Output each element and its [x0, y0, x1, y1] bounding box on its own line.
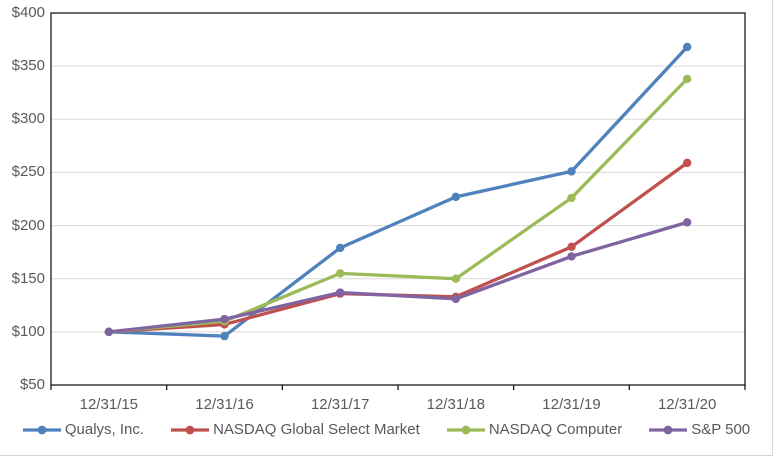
- data-point-marker: [335, 243, 345, 253]
- data-point-marker: [220, 314, 229, 324]
- series-line: [107, 45, 689, 338]
- y-axis-tick-label: $400: [11, 4, 45, 21]
- data-point-marker: [567, 167, 576, 176]
- data-point-marker: [451, 192, 461, 202]
- legend-line-marker-icon: [446, 425, 485, 434]
- legend-label: S&P 500: [691, 421, 751, 438]
- x-axis-tick-label: 12/31/20: [657, 396, 717, 413]
- y-axis-tick-label: $250: [11, 163, 45, 181]
- x-axis-tick-label: 12/31/15: [79, 396, 139, 413]
- y-axis-tick-label: $350: [11, 57, 45, 75]
- data-point-marker: [451, 294, 461, 304]
- data-point-marker: [682, 42, 692, 52]
- y-axis-tick-label: $300: [11, 110, 45, 128]
- data-point-marker: [220, 331, 229, 341]
- legend-label: NASDAQ Global Select Market: [213, 421, 420, 438]
- series-line: [107, 220, 689, 334]
- y-axis-tick-label: $100: [11, 322, 45, 340]
- legend-line-marker-icon: [22, 425, 61, 434]
- data-point-marker: [335, 269, 345, 278]
- legend-label: Qualys, Inc.: [64, 421, 145, 438]
- data-point-marker: [567, 252, 576, 261]
- data-point-marker: [682, 74, 692, 84]
- legend-item: Qualys, Inc.: [22, 421, 144, 438]
- data-point-marker: [682, 158, 692, 168]
- y-axis-tick-label: $150: [11, 269, 45, 287]
- y-axis-tick-label: $50: [19, 376, 45, 393]
- data-point-marker: [682, 218, 692, 227]
- data-point-marker: [567, 242, 576, 252]
- data-point-marker: [451, 274, 461, 283]
- legend-label: NASDAQ Computer: [488, 421, 623, 438]
- legend-item: NASDAQ Computer: [446, 421, 622, 438]
- legend-line-marker-icon: [171, 425, 210, 434]
- x-axis-tick-label: 12/31/19: [542, 396, 601, 413]
- data-point-marker: [335, 288, 345, 297]
- data-point-marker: [567, 193, 576, 203]
- data-point-marker: [104, 327, 114, 337]
- chart-legend: Qualys, Inc. NASDAQ Global Select Market N…: [0, 421, 772, 438]
- x-axis-tick-label: 12/31/16: [195, 396, 254, 413]
- series-line: [107, 77, 689, 334]
- legend-line-marker-icon: [649, 425, 688, 434]
- x-axis-tick-label: 12/31/18: [426, 396, 486, 413]
- x-axis-tick-label: 12/31/17: [310, 396, 370, 413]
- y-axis-tick-label: $200: [11, 216, 45, 234]
- legend-item: NASDAQ Global Select Market: [170, 421, 420, 438]
- legend-item: S&P 500: [648, 421, 750, 438]
